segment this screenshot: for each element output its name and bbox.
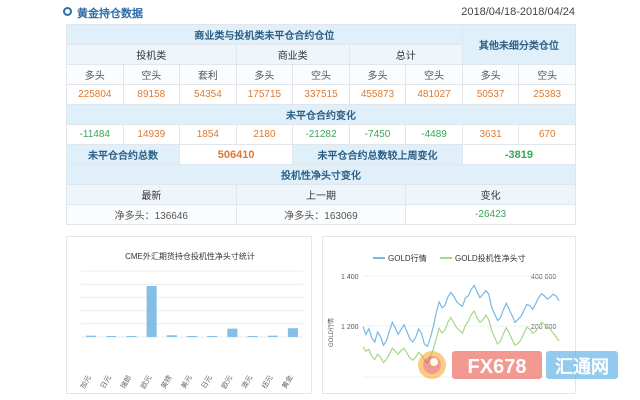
watermark-brand: FX678 — [468, 356, 527, 378]
bar — [287, 328, 298, 337]
watermark: FX678 汇通网 — [414, 345, 624, 385]
watermark-cn: 汇通网 — [555, 357, 609, 377]
change-cell: -7450 — [348, 124, 407, 145]
bar — [86, 335, 97, 337]
col-long: 多头 — [66, 64, 124, 85]
table-other-header: 其他未细分类仓位 — [461, 24, 577, 65]
bar — [146, 285, 157, 337]
col-long: 多头 — [461, 64, 520, 85]
change-cell: 2180 — [235, 124, 294, 145]
bar-category-label: 加元 — [78, 374, 93, 391]
change-cell: -11484 — [66, 124, 124, 145]
position-cell: 54354 — [179, 84, 237, 105]
col-short: 空头 — [292, 64, 350, 85]
previous-net-long: 净多头：163069 — [235, 204, 407, 225]
oi-week-change-label: 未平仓合约总数较上周变化 — [292, 144, 463, 165]
table-row: 未平仓合约总数 506410 未平仓合约总数较上周变化 -3819 — [65, 144, 577, 165]
change-cell: 14939 — [122, 124, 181, 145]
group-speculative: 投机类 — [66, 44, 237, 65]
change-cell: -4489 — [405, 124, 463, 145]
y-axis-label: GOLD行情 — [327, 318, 335, 347]
group-total: 总计 — [348, 44, 463, 65]
bar-category-label: 瑞郎 — [118, 374, 133, 391]
bar-chart-title: CME外汇期货持仓投机性净头寸统计 — [125, 251, 255, 261]
latest-net-long: 净多头：136646 — [66, 204, 237, 225]
table-row: 225804 89158 54354 175715 337515 455873 … — [66, 84, 576, 105]
position-cell: 25383 — [518, 84, 576, 105]
oi-week-change-value: -3819 — [461, 144, 577, 165]
col-short: 空头 — [405, 64, 463, 85]
series-line-net-position — [362, 309, 560, 365]
change-header: 未平仓合约变化 — [66, 104, 576, 125]
gold-positions-table: 商业类与投机类未平仓合约仓位 其他未细分类仓位 投机类 商业类 总计 多头 空头… — [65, 24, 577, 225]
previous-label: 上一期 — [235, 184, 407, 205]
bar-category-label: 欧元 — [139, 374, 154, 391]
position-cell: 89158 — [122, 84, 181, 105]
table-row: -11484 14939 1854 2180 -21282 -7450 -448… — [66, 124, 576, 145]
change-cell: 3631 — [461, 124, 520, 145]
table-row: 多头 空头 套利 多头 空头 多头 空头 多头 空头 — [66, 64, 576, 85]
oi-total-label: 未平仓合约总数 — [65, 144, 181, 165]
col-long: 多头 — [235, 64, 294, 85]
position-cell: 175715 — [235, 84, 294, 105]
cme-bar-chart-card: CME外汇期货持仓投机性净头寸统计 加元 日元 瑞郎 欧元 英镑 美元 日元 欧元 澳元 纽元 黄金 — [66, 236, 312, 394]
col-long: 多头 — [348, 64, 407, 85]
bar-category-label: 澳元 — [239, 374, 254, 391]
change-cell: -21282 — [292, 124, 350, 145]
bar-category-label: 日元 — [99, 374, 113, 390]
legend-price: GOLD行情 — [388, 253, 427, 263]
bar-category-label: 黄金 — [280, 374, 295, 391]
bar-category-label: 欧元 — [219, 374, 234, 391]
group-commercial: 商业类 — [235, 44, 350, 65]
section-title: 黄金持仓数据 — [77, 8, 143, 20]
net-long-change: -26423 — [405, 204, 576, 225]
bar — [106, 336, 117, 337]
bar — [247, 336, 258, 337]
position-cell: 481027 — [405, 84, 463, 105]
bar — [166, 335, 177, 337]
bar-category-label: 纽元 — [260, 374, 275, 391]
bar-category-label: 英镑 — [159, 374, 174, 391]
col-arbitrage: 套利 — [179, 64, 237, 85]
bar — [126, 336, 137, 337]
change-label: 变化 — [405, 184, 576, 205]
bar — [227, 328, 238, 337]
bar-category-label: 日元 — [200, 374, 214, 390]
table-row: 最新 上一期 变化 — [66, 184, 576, 205]
position-cell: 50537 — [461, 84, 520, 105]
position-cell: 225804 — [66, 84, 124, 105]
series-line-price — [362, 284, 560, 348]
net-position-header: 投机性净头寸变化 — [66, 164, 576, 185]
position-cell: 455873 — [348, 84, 407, 105]
y-right-tick: 400 000 — [531, 274, 556, 281]
fx678-logo: FX678 汇通网 — [418, 351, 618, 379]
y-left-tick: 1 400 — [341, 274, 359, 281]
change-cell: 1854 — [179, 124, 237, 145]
y-left-tick: 1 200 — [341, 324, 359, 331]
date-range: 2018/04/18-2018/04/24 — [461, 6, 575, 18]
oi-total-value: 506410 — [179, 144, 294, 165]
col-short: 空头 — [518, 64, 576, 85]
cme-bar-chart: CME外汇期货持仓投机性净头寸统计 加元 日元 瑞郎 欧元 英镑 美元 日元 欧元 澳元 纽元 黄金 — [78, 251, 303, 391]
legend-net: GOLD投机性净头寸 — [455, 253, 526, 263]
table-main-header: 商业类与投机类未平仓合约仓位 — [66, 24, 463, 45]
section-bullet-icon — [63, 7, 72, 16]
bar — [207, 336, 218, 337]
page-header: 黄金持仓数据 2018/04/18-2018/04/24 — [63, 4, 575, 22]
bar — [186, 336, 198, 337]
bar — [267, 335, 278, 337]
col-short: 空头 — [122, 64, 181, 85]
table-row: 净多头：136646 净多头：163069 -26423 — [66, 204, 576, 225]
y-right-tick: 200 000 — [531, 324, 556, 331]
latest-label: 最新 — [66, 184, 237, 205]
bar-category-label: 美元 — [179, 374, 194, 391]
position-cell: 337515 — [292, 84, 350, 105]
change-cell: 670 — [518, 124, 576, 145]
